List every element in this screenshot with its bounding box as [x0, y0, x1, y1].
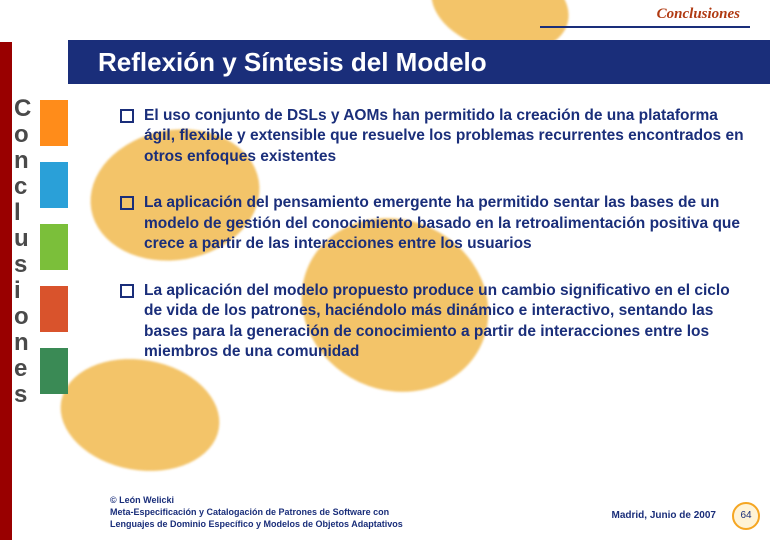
bullet-item: La aplicación del pensamiento emergente …	[120, 193, 750, 254]
color-box	[40, 348, 68, 394]
sidebar-letter: n	[14, 148, 31, 174]
bullet-marker-icon	[120, 109, 134, 123]
sidebar-letter: s	[14, 252, 31, 278]
bullet-marker-icon	[120, 284, 134, 298]
section-label-underline	[540, 26, 750, 28]
color-box	[40, 224, 68, 270]
sidebar-letter: c	[14, 174, 31, 200]
color-box	[40, 100, 68, 146]
bullet-text: El uso conjunto de DSLs y AOMs han permi…	[144, 106, 750, 167]
footer-location-date: Madrid, Junio de 2007	[612, 509, 716, 523]
sidebar-letter: s	[14, 382, 31, 408]
footer: © León Welicki Meta-Especificación y Cat…	[110, 494, 760, 530]
sidebar-letter: o	[14, 122, 31, 148]
bullet-marker-icon	[120, 196, 134, 210]
bullet-text: La aplicación del modelo propuesto produ…	[144, 281, 750, 363]
title-bar: Reflexión y Síntesis del Modelo	[68, 40, 770, 84]
sidebar-color-boxes	[40, 100, 68, 394]
slide-title: Reflexión y Síntesis del Modelo	[98, 47, 487, 78]
section-label: Conclusiones	[657, 6, 740, 23]
footer-copyright: © León Welicki	[110, 494, 403, 506]
color-box	[40, 162, 68, 208]
page-number-badge: 64	[732, 502, 760, 530]
sidebar-letter: C	[14, 96, 31, 122]
sidebar-vertical-label: Conclusiones	[14, 96, 31, 408]
sidebar-letter: u	[14, 226, 31, 252]
footer-right: Madrid, Junio de 2007 64	[612, 502, 760, 530]
bullet-item: La aplicación del modelo propuesto produ…	[120, 281, 750, 363]
sidebar-letter: o	[14, 304, 31, 330]
sidebar-letter: i	[14, 278, 31, 304]
sidebar-letter: e	[14, 356, 31, 382]
footer-line2: Meta-Especificación y Catalogación de Pa…	[110, 506, 403, 518]
sidebar-letter: l	[14, 200, 31, 226]
sidebar-band	[0, 42, 12, 540]
bullet-text: La aplicación del pensamiento emergente …	[144, 193, 750, 254]
footer-line3: Lenguajes de Dominio Específico y Modelo…	[110, 518, 403, 530]
bullet-list: El uso conjunto de DSLs y AOMs han permi…	[120, 106, 750, 389]
color-box	[40, 286, 68, 332]
sidebar-letter: n	[14, 330, 31, 356]
footer-left: © León Welicki Meta-Especificación y Cat…	[110, 494, 403, 530]
bullet-item: El uso conjunto de DSLs y AOMs han permi…	[120, 106, 750, 167]
